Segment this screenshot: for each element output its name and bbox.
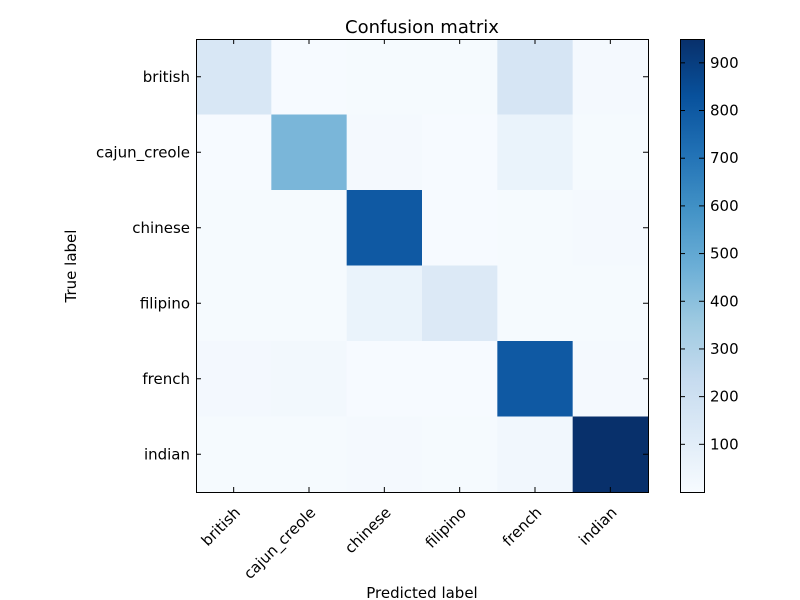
y-tick-label: french (142, 370, 190, 388)
colorbar-tick-label: 800 (710, 102, 739, 120)
heatmap-cell (572, 416, 649, 493)
heatmap-cell (196, 114, 272, 191)
heatmap-cell (271, 416, 348, 493)
heatmap-cell (572, 39, 649, 115)
colorbar-ticks: 100 200 300 400 500 600 700 800 900 (680, 54, 739, 453)
colorbar-tick-label: 100 (710, 435, 739, 453)
heatmap-cell (572, 114, 649, 191)
colorbar-tick-label: 400 (710, 292, 739, 310)
heatmap-cell (497, 190, 574, 266)
colorbar-tick-label: 700 (710, 149, 739, 167)
y-tick-label: british (143, 68, 190, 86)
heatmap-cell (572, 265, 649, 342)
heatmap-cell (572, 190, 649, 266)
colorbar-tick-label: 500 (710, 245, 739, 263)
colorbar (680, 39, 705, 493)
colorbar-tick-label: 200 (710, 388, 739, 406)
heatmap-cells (196, 39, 649, 493)
x-tick-label: british (198, 504, 244, 550)
y-axis-label: True label (62, 230, 80, 304)
heatmap-cell (196, 416, 272, 493)
heatmap-cell (422, 114, 498, 191)
heatmap-cell (497, 341, 574, 417)
heatmap-cell (572, 341, 649, 417)
heatmap-cell (346, 39, 423, 115)
colorbar-tick-label: 900 (710, 54, 739, 72)
heatmap-cell (271, 39, 348, 115)
heatmap-cell (346, 341, 423, 417)
heatmap-cell (422, 190, 498, 266)
y-tick-label: cajun_creole (96, 143, 190, 162)
heatmap-cell (196, 190, 272, 266)
heatmap-cell (497, 416, 574, 493)
heatmap-cell (422, 341, 498, 417)
x-tick-label: chinese (341, 504, 395, 558)
x-tick-label: indian (575, 504, 620, 549)
heatmap-cell (497, 114, 574, 191)
plot-frame (196, 39, 649, 493)
heatmap-cell (346, 416, 423, 493)
y-tick-label: filipino (140, 294, 190, 312)
x-tick-label: cajun_creole (240, 504, 320, 584)
x-tick-label: french (499, 504, 545, 550)
heatmap-cell (422, 265, 498, 342)
heatmap-cell (271, 265, 348, 342)
heatmap-cell (196, 341, 272, 417)
y-tick-label: indian (144, 445, 190, 463)
colorbar-tick-label: 600 (710, 197, 739, 215)
heatmap-cell (271, 114, 348, 191)
y-tick-label: chinese (132, 219, 190, 237)
heatmap-cell (346, 114, 423, 191)
heatmap-cell (196, 39, 272, 115)
x-axis-label: Predicted label (366, 584, 477, 600)
heatmap-cell (422, 39, 498, 115)
x-tick-label: filipino (422, 504, 470, 552)
heatmap-cell (346, 265, 423, 342)
colorbar-tick-label: 300 (710, 340, 739, 358)
heatmap-cell (346, 190, 423, 266)
heatmap-cell (497, 39, 574, 115)
heatmap-cell (271, 341, 348, 417)
heatmap-cell (196, 265, 272, 342)
heatmap-cell (422, 416, 498, 493)
heatmap-cell (271, 190, 348, 266)
chart-title: Confusion matrix (345, 17, 499, 38)
heatmap-cell (497, 265, 574, 342)
